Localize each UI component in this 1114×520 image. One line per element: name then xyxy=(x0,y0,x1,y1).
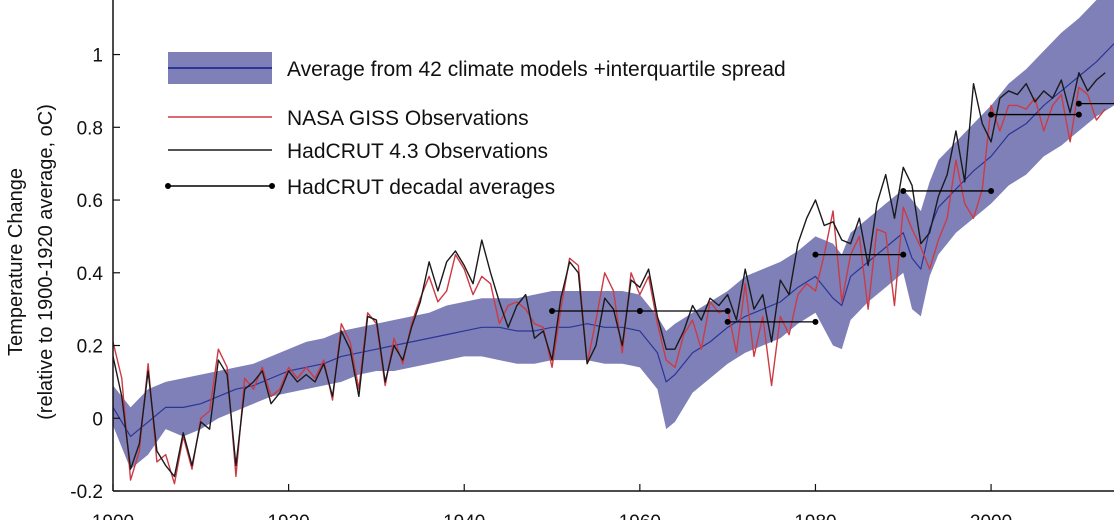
y-tick-label-6: 1 xyxy=(92,46,103,67)
legend-decadal-dot-left xyxy=(165,183,171,189)
giss-observations-line xyxy=(113,86,1106,485)
x-tick-label-1900: 1900 xyxy=(92,512,134,520)
legend: Average from 42 climate models +interqua… xyxy=(165,52,786,199)
decadal-dot-start-3 xyxy=(812,251,819,258)
y-axis-label-line-2: (relative to 1900-1920 average, oC) xyxy=(35,104,57,420)
x-ticks: 1900 1920 1940 1960 1980 2000 xyxy=(92,484,1012,520)
decadal-dot-end-1 xyxy=(724,307,731,314)
decadal-dot-start-1 xyxy=(636,307,643,314)
x-tick-label-1980: 1980 xyxy=(794,512,836,520)
hadcrut-observations-line xyxy=(113,72,1106,478)
y-axis-label: Temperature Change (relative to 1900-192… xyxy=(5,104,57,420)
decadal-dot-end-5 xyxy=(1075,111,1082,118)
legend-label-models: Average from 42 climate models +interqua… xyxy=(287,58,786,81)
y-tick-label-5: 0.8 xyxy=(77,118,103,139)
y-axis-label-line-1: Temperature Change xyxy=(5,168,27,356)
decadal-dot-start-0 xyxy=(549,307,556,314)
x-tick-label-1920: 1920 xyxy=(267,512,309,520)
decadal-layer xyxy=(549,100,1114,325)
decadal-dot-end-4 xyxy=(988,187,995,194)
decadal-dot-start-5 xyxy=(988,111,995,118)
y-tick-label-2: 0.2 xyxy=(77,337,103,358)
legend-label-giss: NASA GISS Observations xyxy=(287,107,529,130)
hadcrut-layer xyxy=(113,72,1106,478)
x-tick-label-2000: 2000 xyxy=(970,512,1012,520)
decadal-dot-end-3 xyxy=(900,251,907,258)
axes: 1900 1920 1940 1960 1980 2000 -0.2 0 0.2 0.4 0.6 0… xyxy=(70,0,1114,520)
x-tick-label-1960: 1960 xyxy=(619,512,661,520)
decadal-dot-start-4 xyxy=(900,187,907,194)
y-tick-label-1: 0 xyxy=(92,409,103,430)
decadal-dot-end-2 xyxy=(812,318,819,325)
y-ticks: -0.2 0 0.2 0.4 0.6 0.8 1 xyxy=(70,46,120,503)
legend-label-decadal: HadCRUT decadal averages xyxy=(287,176,555,199)
decadal-dot-start-2 xyxy=(724,318,731,325)
legend-decadal-dot-right xyxy=(269,183,275,189)
y-tick-label-3: 0.4 xyxy=(77,264,104,285)
plot-area xyxy=(113,0,1114,485)
y-tick-label-4: 0.6 xyxy=(77,191,103,212)
y-tick-label-0: -0.2 xyxy=(70,482,103,503)
x-tick-label-1940: 1940 xyxy=(443,512,485,520)
giss-layer xyxy=(113,86,1106,485)
decadal-dot-start-6 xyxy=(1075,100,1082,107)
legend-label-hadcrut: HadCRUT 4.3 Observations xyxy=(287,140,548,163)
